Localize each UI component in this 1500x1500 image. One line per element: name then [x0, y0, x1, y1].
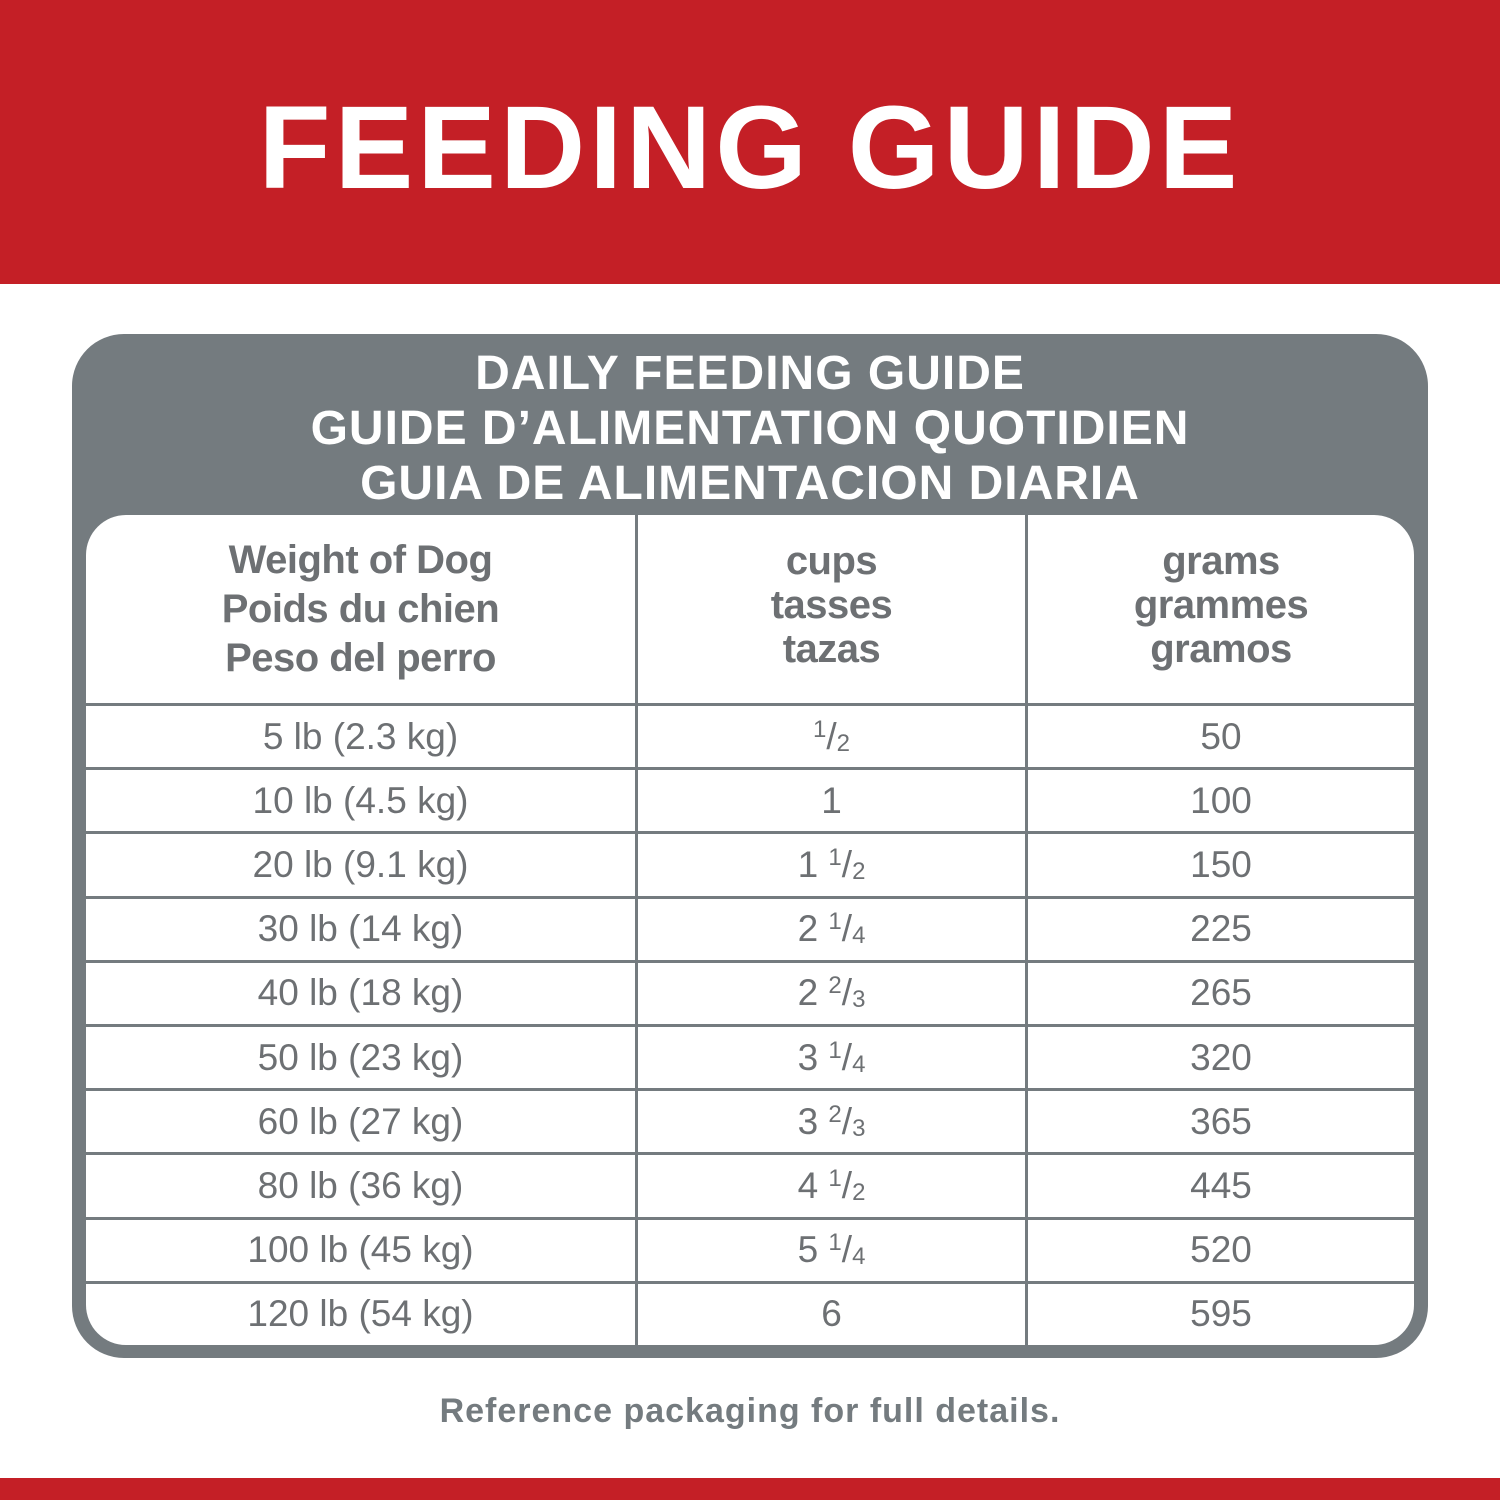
grams-cell: 445 [1028, 1152, 1414, 1216]
weight-cell: 40 lb (18 kg) [86, 959, 638, 1024]
column-header: Weight of Dog Poids du chien Peso del perr… [86, 515, 638, 703]
grams-cell: 520 [1028, 1216, 1414, 1281]
cell-text: 595 [1190, 1293, 1252, 1335]
cell-text: 120 lb (54 kg) [247, 1293, 474, 1335]
cell-text: 265 [1190, 972, 1252, 1014]
grams-cell: 225 [1028, 895, 1414, 960]
cell-text: 365 [1190, 1100, 1252, 1142]
cups-cell: 2 1/4 [638, 895, 1028, 960]
grams-cell: 50 [1028, 703, 1414, 767]
cell-text: 225 [1190, 908, 1252, 950]
title: FEEDING GUIDE [258, 82, 1242, 214]
cell-text: 100 lb (45 kg) [247, 1229, 474, 1271]
cell-text: 4 1/2 [797, 1164, 866, 1206]
column-header-line: grammes [1133, 583, 1309, 627]
cell-text: 50 lb (23 kg) [257, 1036, 464, 1078]
grams-cell: 595 [1028, 1280, 1414, 1345]
weight-cell: 60 lb (27 kg) [86, 1088, 638, 1153]
grams-cell: 265 [1028, 959, 1414, 1024]
column-header-line: grams [1162, 539, 1280, 583]
weight-cell: 80 lb (36 kg) [86, 1152, 638, 1217]
cell-text: 5 1/4 [797, 1229, 866, 1271]
weight-cell: 30 lb (14 kg) [86, 895, 638, 960]
grams-cell: 365 [1028, 1088, 1414, 1152]
cell-text: 1/2 [813, 715, 850, 757]
cell-text: 2 2/3 [797, 972, 866, 1014]
table-title-line: GUIA DE ALIMENTACION DIARIA [360, 457, 1140, 510]
table-title: DAILY FEEDING GUIDE GUIDE D’ALIMENTATION … [72, 346, 1428, 511]
cups-cell: 4 1/2 [638, 1152, 1028, 1217]
table-title-line: DAILY FEEDING GUIDE [475, 347, 1025, 400]
weight-cell: 20 lb (9.1 kg) [86, 831, 638, 896]
cups-cell: 1 1/2 [638, 831, 1028, 896]
weight-cell: 100 lb (45 kg) [86, 1216, 638, 1281]
cups-cell: 3 1/4 [638, 1023, 1028, 1089]
column-header-line: gramos [1150, 627, 1292, 671]
cups-cell: 2 2/3 [638, 959, 1028, 1024]
footer-note: Reference packaging for full details. [439, 1392, 1061, 1430]
cell-text: 3 1/4 [797, 1036, 866, 1078]
column-header-line: tasses [770, 583, 893, 627]
weight-cell: 50 lb (23 kg) [86, 1023, 638, 1089]
cups-cell: 6 [638, 1280, 1028, 1345]
cell-text: 3 2/3 [797, 1100, 866, 1142]
grams-cell: 150 [1028, 831, 1414, 895]
cell-text: 1 1/2 [797, 843, 866, 885]
column-header-line: tazas [782, 627, 881, 671]
grams-cell: 320 [1028, 1023, 1414, 1088]
cell-text: 30 lb (14 kg) [257, 908, 464, 950]
weight-cell: 5 lb (2.3 kg) [86, 703, 638, 768]
cell-text: 6 [821, 1293, 842, 1335]
cell-text: 150 [1190, 843, 1252, 885]
cell-text: 100 [1190, 779, 1252, 821]
column-header-line: cups [785, 539, 878, 583]
table: Weight of Dog Poids du chien Peso del perr… [86, 515, 1414, 1345]
cell-text: 80 lb (36 kg) [257, 1164, 464, 1206]
column-header-line: Weight of Dog [228, 537, 493, 582]
cups-cell: 5 1/4 [638, 1216, 1028, 1281]
weight-cell: 10 lb (4.5 kg) [86, 767, 638, 832]
cell-text: 445 [1190, 1164, 1252, 1206]
feeding-table-card: DAILY FEEDING GUIDE GUIDE D’ALIMENTATION … [72, 334, 1428, 1358]
column-header: grams grammes gramos [1028, 515, 1414, 703]
bottom-band [0, 1478, 1500, 1500]
column-header-line: Poids du chien [221, 586, 500, 631]
cups-cell: 3 2/3 [638, 1088, 1028, 1153]
grams-cell: 100 [1028, 767, 1414, 831]
table-title-line: GUIDE D’ALIMENTATION QUOTIDIEN [310, 402, 1190, 455]
cups-cell: 1 [638, 767, 1028, 832]
table-body: Weight of Dog Poids du chien Peso del perr… [86, 515, 1414, 1345]
cups-cell: 1/2 [638, 703, 1028, 768]
cell-text: 2 1/4 [797, 908, 866, 950]
weight-cell: 120 lb (54 kg) [86, 1280, 638, 1345]
cell-text: 20 lb (9.1 kg) [252, 843, 469, 885]
cell-text: 520 [1190, 1229, 1252, 1271]
cell-text: 40 lb (18 kg) [257, 972, 464, 1014]
header-band: FEEDING GUIDE [0, 0, 1500, 284]
cell-text: 50 [1200, 715, 1242, 757]
cell-text: 5 lb (2.3 kg) [262, 715, 459, 757]
cell-text: 60 lb (27 kg) [257, 1100, 464, 1142]
column-header-line: Peso del perro [225, 635, 496, 680]
cell-text: 1 [821, 779, 842, 821]
cell-text: 10 lb (4.5 kg) [252, 779, 469, 821]
column-header: cups tasses tazas [638, 515, 1028, 703]
cell-text: 320 [1190, 1036, 1252, 1078]
